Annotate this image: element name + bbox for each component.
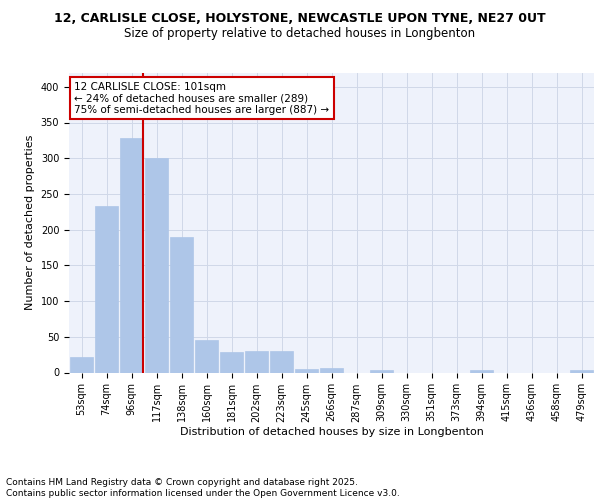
Bar — [195, 340, 218, 372]
Text: 12 CARLISLE CLOSE: 101sqm
← 24% of detached houses are smaller (289)
75% of semi: 12 CARLISLE CLOSE: 101sqm ← 24% of detac… — [74, 82, 329, 114]
X-axis label: Distribution of detached houses by size in Longbenton: Distribution of detached houses by size … — [179, 427, 484, 437]
Text: Contains HM Land Registry data © Crown copyright and database right 2025.
Contai: Contains HM Land Registry data © Crown c… — [6, 478, 400, 498]
Bar — [270, 351, 293, 372]
Text: 12, CARLISLE CLOSE, HOLYSTONE, NEWCASTLE UPON TYNE, NE27 0UT: 12, CARLISLE CLOSE, HOLYSTONE, NEWCASTLE… — [54, 12, 546, 26]
Bar — [295, 369, 318, 372]
Bar — [320, 368, 343, 372]
Bar — [245, 351, 268, 372]
Bar — [220, 352, 243, 372]
Text: Size of property relative to detached houses in Longbenton: Size of property relative to detached ho… — [124, 28, 476, 40]
Bar — [70, 357, 93, 372]
Y-axis label: Number of detached properties: Number of detached properties — [25, 135, 35, 310]
Bar — [145, 158, 168, 372]
Bar — [170, 237, 193, 372]
Bar — [370, 370, 393, 372]
Bar — [95, 206, 118, 372]
Bar — [120, 138, 143, 372]
Bar — [570, 370, 593, 372]
Bar — [470, 370, 493, 372]
